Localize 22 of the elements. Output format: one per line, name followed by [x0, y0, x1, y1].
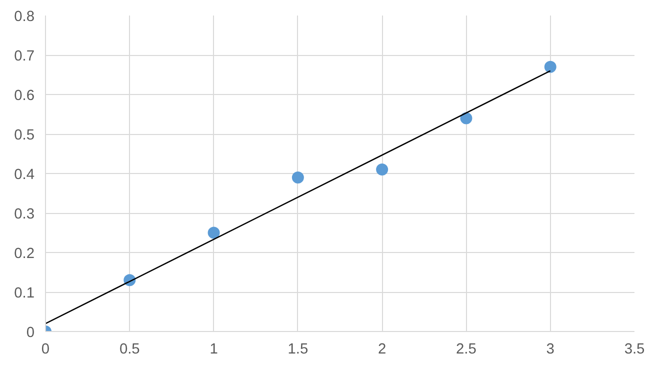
x-tick-label: 2.5 — [456, 342, 476, 358]
y-tick-label: 0.3 — [14, 206, 34, 222]
x-tick-label: 1 — [210, 342, 218, 358]
point — [376, 164, 388, 176]
x-tick-label: 3 — [546, 342, 554, 358]
y-tick-label: 0.6 — [14, 88, 34, 104]
x-tick-label: 0 — [41, 342, 50, 358]
y-tick-label: 0.8 — [14, 9, 34, 25]
x-tick-label: 3.5 — [624, 342, 645, 358]
point — [460, 112, 472, 124]
y-tick-label: 0.5 — [14, 128, 34, 144]
point — [544, 60, 556, 73]
point — [292, 171, 304, 184]
x-tick-label: 0.5 — [119, 342, 140, 358]
x-tick-label: 1.5 — [288, 342, 308, 358]
y-tick-label: 0.7 — [14, 48, 34, 64]
y-tick-label: 0.2 — [14, 246, 34, 262]
y-tick-label: 0.1 — [14, 286, 34, 302]
y-tick-label: 0 — [26, 325, 35, 341]
x-tick-label: 2 — [378, 342, 386, 358]
y-tick-label: 0.4 — [14, 167, 34, 183]
point — [208, 226, 220, 239]
